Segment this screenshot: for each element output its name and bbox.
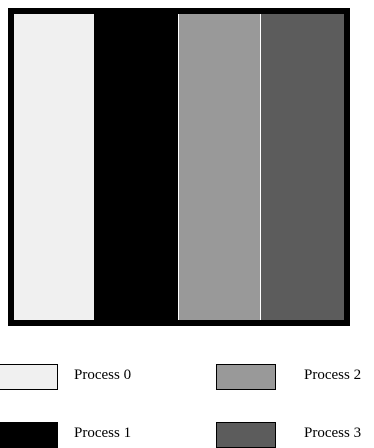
legend-label-process-3: Process 3 [304,425,362,441]
legend-swatch-process-1 [0,422,58,448]
process-0-strip [14,14,94,320]
legend-label-process-0: Process 0 [74,367,132,383]
legend-label-process-1: Process 1 [74,425,132,441]
legend-swatch-process-0 [0,364,58,390]
process-2-strip [178,14,260,320]
process-3-strip [260,14,344,320]
legend-label-process-2: Process 2 [304,367,362,383]
legend-swatch-process-2 [216,364,276,390]
legend-swatch-process-3 [216,422,276,448]
decomposition-frame [8,8,350,326]
process-1-strip [94,14,178,320]
